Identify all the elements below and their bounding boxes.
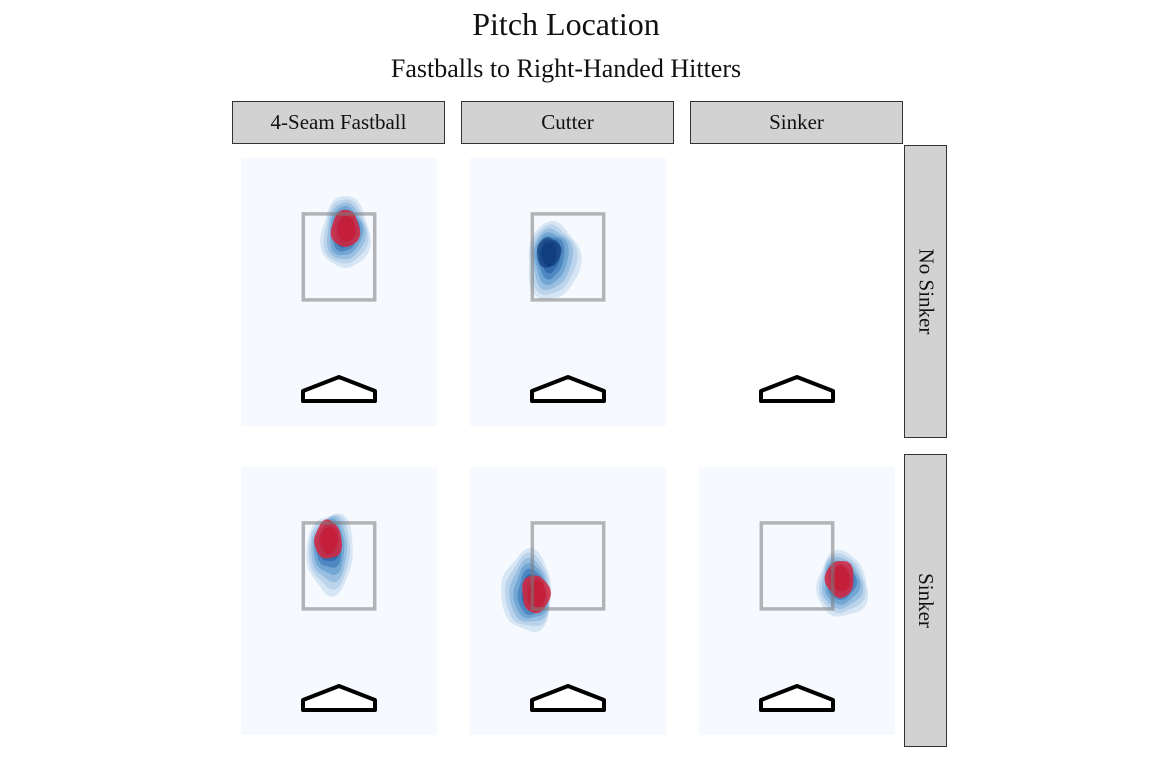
facet-strip-row-2: Sinker — [904, 454, 947, 747]
facet-label: 4-Seam Fastball — [270, 110, 407, 134]
chart-subtitle: Fastballs to Right-Handed Hitters — [390, 54, 742, 83]
facet-label: Sinker — [769, 110, 824, 134]
panel-sinker-4-seam — [241, 467, 437, 735]
density-peak-inner — [320, 527, 338, 555]
facet-strip-col-1: 4-Seam Fastball — [232, 101, 445, 144]
home-plate — [759, 684, 835, 712]
strike-zone — [301, 212, 377, 302]
facet-label: Sinker — [914, 573, 939, 628]
strike-zone — [759, 521, 835, 611]
home-plate — [530, 375, 606, 403]
home-plate — [301, 375, 377, 403]
home-plate — [759, 375, 835, 403]
facet-strip-row-1: No Sinker — [904, 145, 947, 438]
facet-label: Cutter — [541, 110, 594, 134]
facet-strip-col-2: Cutter — [461, 101, 674, 144]
home-plate — [301, 684, 377, 712]
chart-title: Pitch Location — [472, 6, 660, 42]
strike-zone — [301, 521, 377, 611]
panel-no-sinker-cutter — [470, 158, 666, 426]
density-contours — [528, 220, 582, 300]
density-peak — [536, 237, 562, 268]
panel-no-sinker-sinker — [699, 158, 895, 426]
panel-no-sinker-4-seam — [241, 158, 437, 426]
density-contours — [306, 513, 353, 597]
facet-strip-col-3: Sinker — [690, 101, 903, 144]
panel-sinker-sinker — [699, 467, 895, 735]
panel-sinker-cutter — [470, 467, 666, 735]
strike-zone — [530, 521, 606, 611]
density-peak-inner — [337, 216, 356, 242]
facet-label: No Sinker — [914, 248, 938, 335]
home-plate — [530, 684, 606, 712]
density-peak-inner — [831, 564, 850, 592]
strike-zone — [530, 212, 606, 302]
